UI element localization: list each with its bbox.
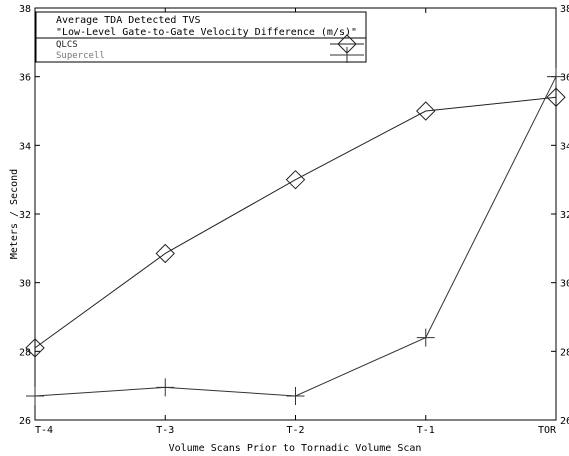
y-tick-label: 30 <box>19 279 31 290</box>
y-tick-label: 26 <box>19 416 31 427</box>
y-tick-label-right: 32 <box>560 210 569 221</box>
series-line <box>34 76 557 397</box>
data-point-diamond <box>546 87 566 107</box>
legend-entry-supercell: Supercell <box>56 51 105 61</box>
y-tick-label-right: 28 <box>560 347 569 358</box>
y-tick-label-right: 30 <box>560 279 569 290</box>
y-axis-left: 26 28 30 32 34 36 38 <box>19 4 40 427</box>
y-tick-label: 28 <box>19 347 31 358</box>
y-tick-label-right: 36 <box>560 73 569 84</box>
x-tick-label: T-3 <box>156 425 174 436</box>
x-tick-label: T-1 <box>417 425 435 436</box>
x-tick-label: T-4 <box>35 425 53 436</box>
y-axis-label: Meters / Second <box>9 169 20 259</box>
y-tick-label-right: 38 <box>560 4 569 15</box>
series-qlcs <box>25 87 566 358</box>
legend: Average TDA Detected TVS "Low-Level Gate… <box>35 11 367 63</box>
data-point-diamond <box>25 338 45 358</box>
legend-title-line-1: Average TDA Detected TVS <box>56 15 201 26</box>
data-point-plus <box>156 378 175 397</box>
data-point-plus <box>416 328 435 347</box>
y-tick-label: 34 <box>19 141 31 152</box>
series-supercell <box>26 67 565 405</box>
y-tick-label-right: 34 <box>560 141 569 152</box>
data-point-plus <box>547 67 565 86</box>
data-point-diamond <box>155 243 175 264</box>
legend-title-line-2: "Low-Level Gate-to-Gate Velocity Differe… <box>56 27 357 38</box>
y-tick-label-right: 26 <box>560 416 569 427</box>
x-axis-label: Volume Scans Prior to Tornadic Volume Sc… <box>169 443 422 454</box>
data-point-diamond <box>416 101 436 121</box>
plot-frame <box>34 7 557 421</box>
series-layer <box>25 67 566 405</box>
x-tick-label: TOR <box>538 425 557 436</box>
y-tick-label: 38 <box>19 4 31 15</box>
x-tick-label: T-2 <box>286 425 304 436</box>
y-tick-label: 32 <box>19 210 31 221</box>
data-point-diamond <box>285 169 306 190</box>
series-line <box>34 96 557 349</box>
y-tick-label: 36 <box>19 73 31 84</box>
legend-box <box>35 11 367 63</box>
legend-entry-qlcs: QLCS <box>56 40 78 50</box>
data-point-plus <box>26 386 44 405</box>
y-axis-right: 26 28 30 32 34 36 38 <box>551 4 569 427</box>
data-point-plus <box>286 386 305 405</box>
x-axis: T-4 T-3 T-2 T-1 TOR <box>34 8 557 436</box>
